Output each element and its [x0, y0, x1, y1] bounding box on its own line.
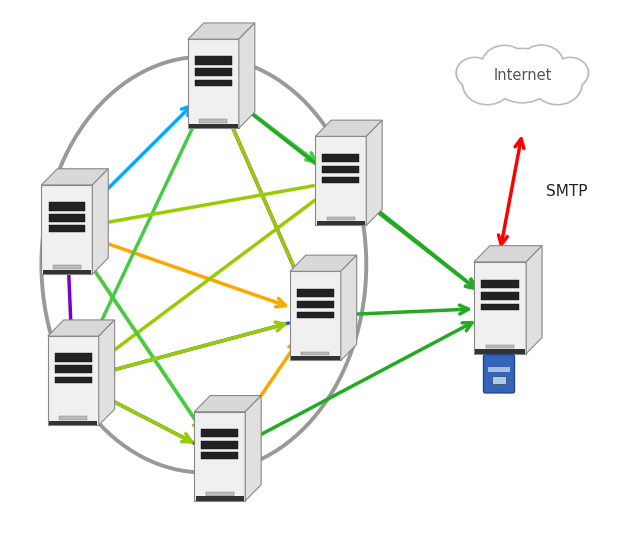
- FancyBboxPatch shape: [481, 292, 519, 300]
- FancyBboxPatch shape: [199, 119, 227, 123]
- Circle shape: [482, 46, 527, 84]
- Polygon shape: [290, 271, 341, 361]
- FancyBboxPatch shape: [48, 226, 85, 232]
- Circle shape: [553, 58, 587, 87]
- Text: SMTP: SMTP: [546, 184, 587, 199]
- FancyBboxPatch shape: [327, 217, 355, 220]
- Circle shape: [455, 57, 494, 89]
- FancyBboxPatch shape: [488, 367, 510, 372]
- FancyBboxPatch shape: [301, 352, 329, 355]
- FancyBboxPatch shape: [475, 349, 525, 354]
- FancyBboxPatch shape: [53, 265, 81, 269]
- Polygon shape: [245, 395, 261, 501]
- FancyBboxPatch shape: [189, 124, 238, 128]
- Circle shape: [462, 62, 513, 105]
- FancyBboxPatch shape: [297, 288, 334, 297]
- Circle shape: [483, 48, 561, 114]
- FancyBboxPatch shape: [55, 377, 92, 383]
- Polygon shape: [92, 168, 108, 274]
- FancyBboxPatch shape: [322, 153, 359, 162]
- FancyBboxPatch shape: [291, 356, 340, 361]
- Polygon shape: [48, 336, 99, 426]
- Polygon shape: [526, 246, 542, 354]
- FancyBboxPatch shape: [55, 353, 92, 362]
- FancyBboxPatch shape: [196, 496, 244, 501]
- Circle shape: [457, 58, 492, 87]
- FancyBboxPatch shape: [297, 301, 334, 308]
- FancyBboxPatch shape: [483, 355, 515, 393]
- FancyBboxPatch shape: [201, 441, 238, 449]
- Circle shape: [464, 64, 511, 104]
- FancyBboxPatch shape: [48, 214, 85, 222]
- Text: Internet: Internet: [493, 68, 552, 83]
- FancyBboxPatch shape: [195, 80, 232, 86]
- Polygon shape: [99, 320, 115, 426]
- Polygon shape: [290, 255, 357, 271]
- FancyBboxPatch shape: [322, 177, 359, 183]
- Polygon shape: [366, 120, 382, 226]
- Polygon shape: [41, 168, 108, 185]
- Polygon shape: [194, 395, 261, 411]
- FancyBboxPatch shape: [317, 221, 365, 226]
- Circle shape: [519, 44, 564, 83]
- FancyBboxPatch shape: [201, 453, 238, 458]
- FancyBboxPatch shape: [43, 269, 91, 274]
- Circle shape: [489, 48, 555, 104]
- FancyBboxPatch shape: [485, 345, 515, 348]
- FancyBboxPatch shape: [55, 366, 92, 373]
- Polygon shape: [48, 320, 115, 336]
- Polygon shape: [188, 39, 239, 128]
- Circle shape: [480, 44, 529, 85]
- Circle shape: [551, 57, 589, 89]
- FancyBboxPatch shape: [492, 376, 506, 383]
- Polygon shape: [194, 411, 245, 501]
- Polygon shape: [341, 255, 357, 361]
- Circle shape: [534, 64, 581, 104]
- FancyBboxPatch shape: [48, 202, 85, 211]
- Circle shape: [532, 62, 583, 105]
- Polygon shape: [474, 246, 542, 262]
- FancyBboxPatch shape: [195, 56, 232, 65]
- FancyBboxPatch shape: [297, 312, 334, 318]
- Circle shape: [520, 46, 562, 82]
- Polygon shape: [239, 23, 255, 128]
- Polygon shape: [41, 185, 92, 274]
- FancyBboxPatch shape: [481, 303, 519, 310]
- Circle shape: [491, 49, 554, 102]
- Polygon shape: [315, 120, 382, 136]
- FancyBboxPatch shape: [481, 280, 519, 288]
- Polygon shape: [315, 136, 366, 226]
- FancyBboxPatch shape: [201, 429, 238, 437]
- Polygon shape: [188, 23, 255, 39]
- Polygon shape: [474, 262, 526, 354]
- FancyBboxPatch shape: [59, 416, 87, 420]
- FancyBboxPatch shape: [322, 166, 359, 173]
- FancyBboxPatch shape: [206, 492, 234, 496]
- FancyBboxPatch shape: [49, 421, 97, 426]
- FancyBboxPatch shape: [195, 69, 232, 76]
